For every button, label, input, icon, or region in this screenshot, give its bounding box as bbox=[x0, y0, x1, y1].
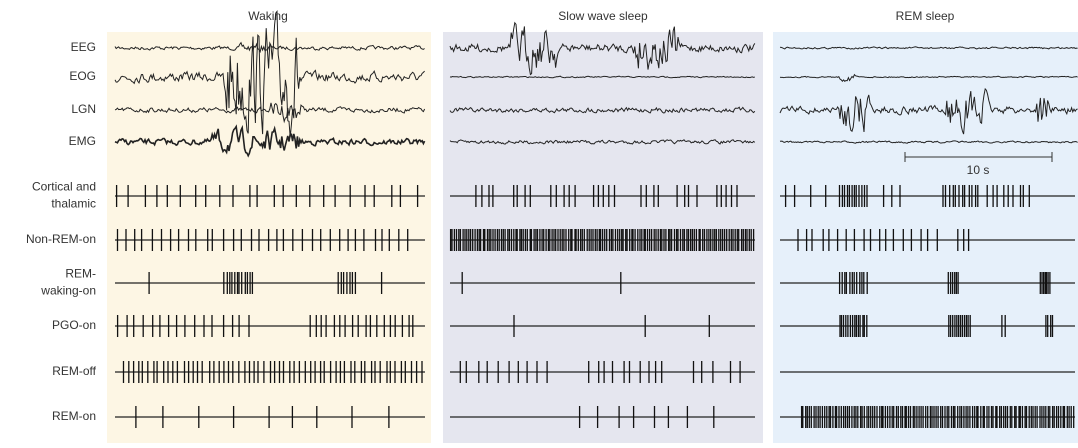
spikes bbox=[513, 315, 710, 337]
row-label: EMG bbox=[69, 134, 96, 148]
trace bbox=[449, 106, 756, 114]
row-label: REM-off bbox=[52, 364, 96, 378]
spikes bbox=[578, 406, 715, 428]
spikes bbox=[797, 229, 970, 251]
row-label: Non-REM-on bbox=[26, 232, 96, 246]
row-label: REM- bbox=[65, 267, 96, 281]
trace bbox=[114, 124, 426, 158]
panel-title: Waking bbox=[248, 9, 288, 23]
spikes bbox=[459, 361, 741, 383]
spikes bbox=[148, 272, 383, 294]
scale-bar-label: 10 s bbox=[967, 163, 990, 177]
trace bbox=[449, 75, 755, 79]
panel-title: REM sleep bbox=[896, 9, 955, 23]
trace bbox=[779, 87, 1078, 135]
spikes bbox=[838, 272, 1051, 294]
spikes bbox=[839, 315, 1054, 337]
row-label: PGO-on bbox=[52, 318, 96, 332]
panel-rem bbox=[773, 32, 1078, 443]
row-label: EEG bbox=[71, 40, 96, 54]
trace bbox=[449, 139, 756, 145]
row-label: EOG bbox=[69, 69, 96, 83]
spikes bbox=[122, 361, 423, 383]
trace bbox=[779, 46, 1078, 50]
row-label: waking-on bbox=[40, 284, 96, 298]
spikes bbox=[461, 272, 622, 294]
spikes bbox=[449, 229, 755, 251]
trace bbox=[449, 21, 756, 76]
spikes bbox=[116, 315, 414, 337]
row-label: thalamic bbox=[51, 197, 96, 211]
row-label: REM-on bbox=[52, 409, 96, 423]
trace bbox=[114, 102, 426, 124]
spikes bbox=[784, 185, 1030, 207]
trace bbox=[779, 140, 1078, 144]
spikes bbox=[115, 185, 419, 207]
spikes bbox=[135, 406, 390, 428]
panel-title: Slow wave sleep bbox=[558, 9, 648, 23]
spikes bbox=[475, 185, 738, 207]
spikes bbox=[800, 406, 1075, 428]
trace bbox=[779, 73, 1078, 82]
row-label: LGN bbox=[71, 102, 96, 116]
spikes bbox=[116, 229, 409, 251]
row-label: Cortical and bbox=[32, 180, 96, 194]
trace bbox=[114, 10, 425, 138]
